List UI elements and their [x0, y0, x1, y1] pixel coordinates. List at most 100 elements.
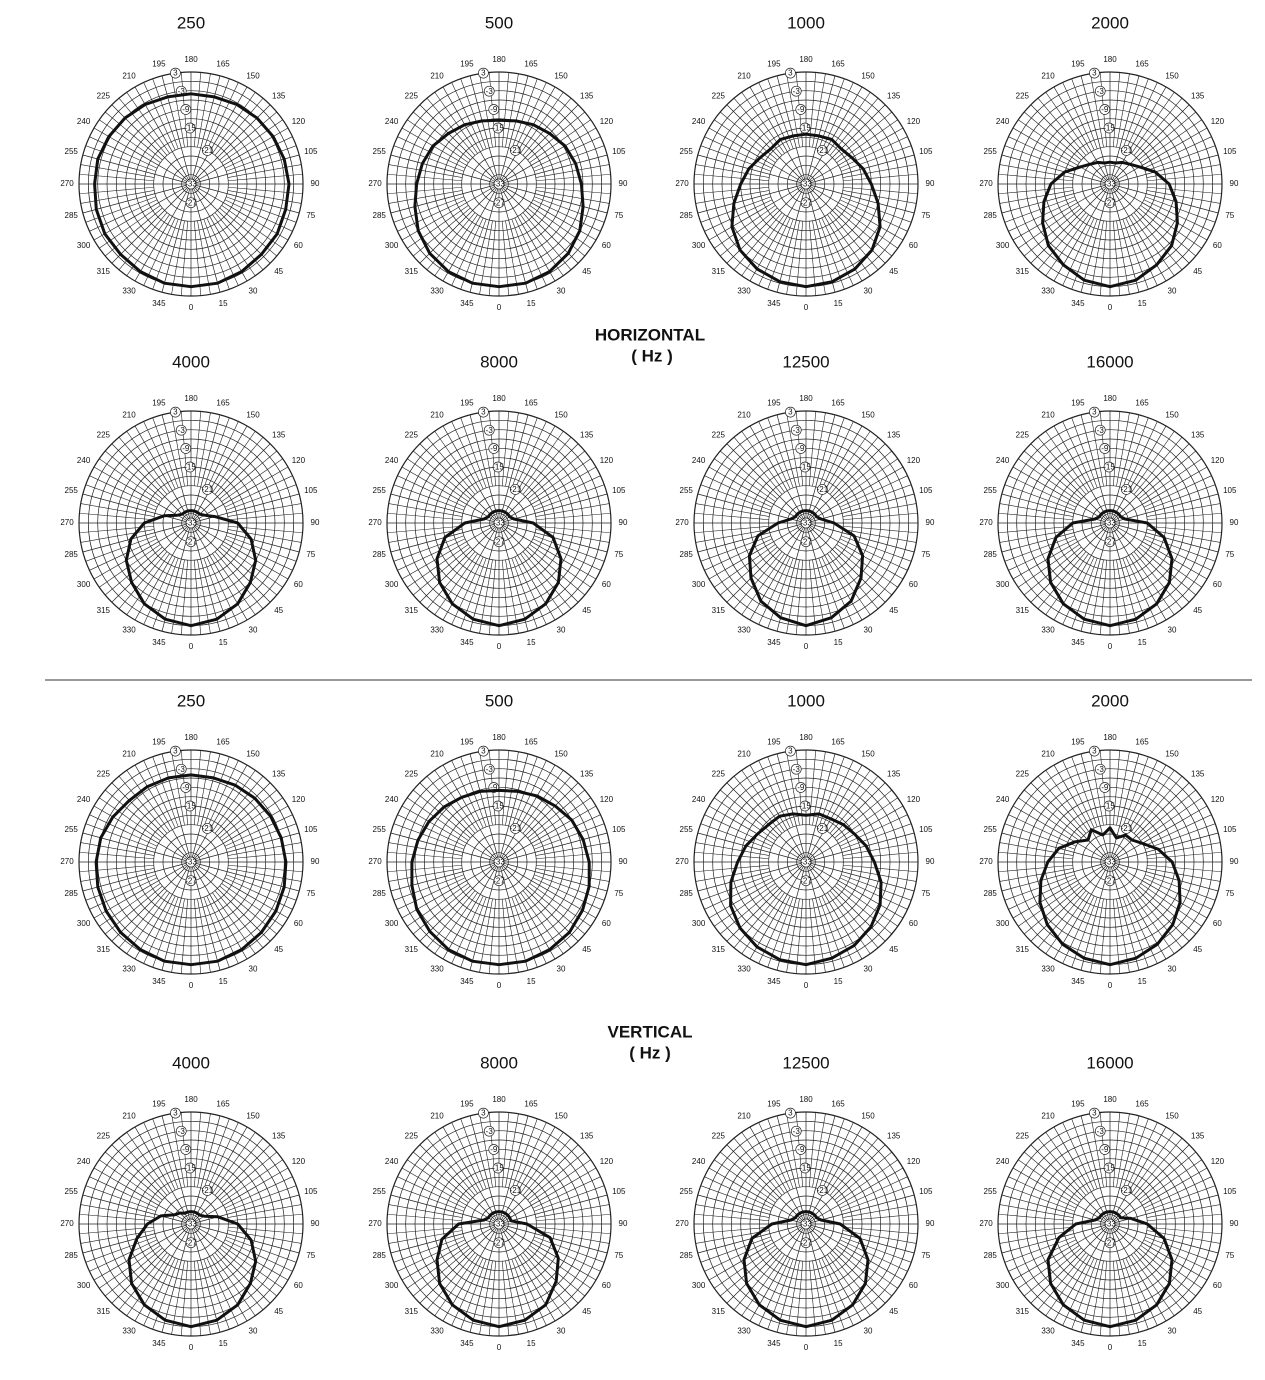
r-tick-badge: [180, 443, 192, 454]
angle-label: 165: [831, 1099, 845, 1108]
angle-label: 225: [405, 769, 419, 778]
grid-spoke-minor: [214, 551, 264, 609]
response-curve: [742, 1210, 870, 1329]
r-tick-label: -21: [202, 485, 214, 494]
angle-label: 120: [1211, 117, 1225, 126]
grid-spoke-minor: [426, 1252, 476, 1310]
r-tick-badge: [510, 823, 521, 834]
angle-label: 180: [799, 55, 813, 64]
grid-spoke: [498, 1223, 608, 1254]
grid-spoke: [390, 861, 500, 892]
angle-label: 210: [737, 1112, 751, 1121]
grid-spoke-minor: [1138, 789, 1196, 839]
grid-spoke-minor: [514, 556, 547, 625]
angle-label: 225: [405, 91, 419, 100]
grid-spoke-minor: [1004, 535, 1076, 562]
grid-spoke-minor: [212, 92, 256, 154]
angle-label: 0: [1108, 303, 1113, 312]
grid-spoke-minor: [532, 199, 601, 232]
angle-label: 0: [189, 981, 194, 990]
angle-label: 15: [527, 638, 536, 647]
grid-spoke-minor: [741, 1132, 785, 1194]
angle-label: 165: [216, 398, 230, 407]
grid-spoke-minor: [193, 72, 202, 147]
grid-spoke-minor: [224, 1239, 293, 1272]
grid-spoke-minor: [1018, 119, 1080, 163]
r-tick-badge: [1094, 1125, 1106, 1137]
grid-spoke-minor: [1131, 214, 1175, 276]
angle-label: 225: [712, 430, 726, 439]
grid-spoke-minor: [1125, 895, 1158, 964]
response-curve: [94, 773, 288, 967]
angle-label: 300: [385, 1281, 399, 1290]
chart-title: 2000: [1091, 13, 1129, 32]
angle-label: 165: [1135, 398, 1149, 407]
grid-spoke-minor: [1037, 1252, 1087, 1310]
angle-label: 165: [524, 737, 538, 746]
grid-spoke-minor: [834, 450, 892, 500]
angle-label: 90: [311, 1219, 320, 1228]
grid-spoke: [1109, 782, 1190, 863]
angle-label: 60: [294, 241, 303, 250]
grid-spoke-minor: [533, 196, 605, 223]
grid-spoke-minor: [704, 814, 773, 847]
angle-label: 330: [122, 1326, 136, 1335]
grid-spoke-minor: [79, 1213, 154, 1222]
grid-spoke-minor: [225, 1185, 297, 1212]
angle-label: 330: [122, 625, 136, 634]
r-tick-badge: [510, 484, 521, 495]
grid-spoke-minor: [700, 823, 772, 850]
angle-label: 300: [692, 241, 706, 250]
grid-spoke-minor: [1125, 217, 1158, 286]
grid-spoke-minor: [1133, 98, 1183, 156]
grid-spoke-minor: [219, 1247, 277, 1297]
grid-spoke: [708, 861, 807, 919]
grid-spoke-minor: [212, 1254, 256, 1316]
angle-label: 315: [1016, 267, 1030, 276]
r-tick-badge: [795, 1144, 807, 1155]
r-tick-badge: [799, 800, 811, 812]
angle-label: 210: [1041, 1112, 1055, 1121]
grid-spoke-minor: [1037, 890, 1087, 948]
grid-spoke-minor: [536, 525, 611, 534]
grid-spoke-minor: [527, 546, 585, 596]
grid-spoke-minor: [1146, 503, 1221, 517]
grid-spoke-minor: [1147, 864, 1222, 873]
grid-spoke: [1053, 764, 1111, 863]
grid-spoke-minor: [818, 896, 845, 968]
angle-label: 285: [65, 211, 79, 220]
grid-spoke: [697, 832, 807, 863]
angle-label: 45: [889, 267, 898, 276]
grid-spoke-minor: [527, 885, 585, 935]
grid-spoke-minor: [694, 186, 769, 195]
angle-label: 180: [1103, 55, 1117, 64]
r-tick-label: -33: [1104, 858, 1116, 867]
grid-spoke-minor: [126, 770, 170, 832]
grid-spoke: [82, 183, 192, 214]
angle-label: 150: [246, 72, 260, 81]
angle-label: 60: [602, 241, 611, 250]
grid-spoke-minor: [413, 789, 471, 839]
grid-spoke: [190, 1115, 221, 1225]
grid-spoke-minor: [839, 1176, 908, 1209]
angle-label: 75: [306, 550, 315, 559]
angle-label: 330: [430, 286, 444, 295]
grid-spoke: [805, 1223, 904, 1281]
r-tick-label: -27: [800, 198, 812, 207]
grid-spoke: [749, 183, 807, 282]
grid-spoke-minor: [221, 883, 283, 927]
angle-label: 270: [60, 518, 74, 527]
angle-label: 345: [767, 1339, 781, 1348]
polar-chart: 0 153045607590105120135150165180195210225…: [979, 1053, 1239, 1352]
grid-spoke-minor: [85, 145, 157, 172]
grid-spoke-minor: [1062, 760, 1095, 829]
angle-label: 165: [1135, 1099, 1149, 1108]
grid-spoke-minor: [1018, 205, 1080, 249]
angle-label: 30: [1168, 625, 1177, 634]
grid-spoke-minor: [829, 890, 879, 948]
grid-spoke-minor: [704, 136, 773, 169]
grid-spoke: [190, 1126, 248, 1225]
grid-spoke-minor: [1004, 484, 1076, 511]
grid-spoke: [708, 1223, 807, 1281]
grid-spoke-minor: [171, 73, 185, 148]
